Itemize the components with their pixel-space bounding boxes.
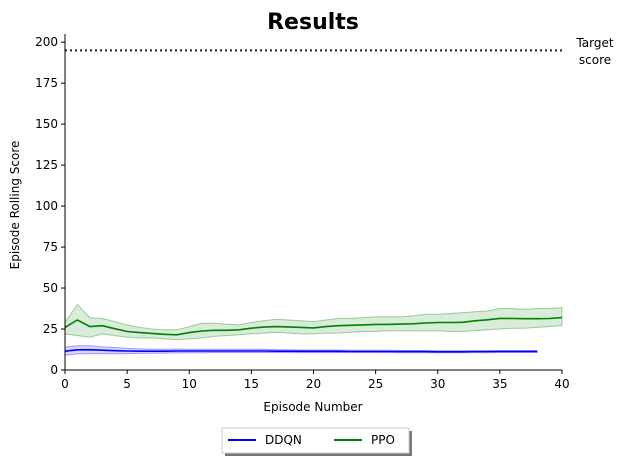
plot-area: 0 5 10 15 20 25 30 35 40 0 25 50 75 100 125 150 175 200 <box>35 34 570 391</box>
x-tick-label: 10 <box>182 377 197 391</box>
x-tick-label: 40 <box>554 377 569 391</box>
target-score-annotation-line1: Target <box>575 36 613 50</box>
x-tick-label: 30 <box>430 377 445 391</box>
x-tick-label: 35 <box>492 377 507 391</box>
x-tick-label: 25 <box>368 377 383 391</box>
legend-label-ppo: PPO <box>371 433 395 447</box>
ppo-confidence-band <box>64 303 563 341</box>
y-tick-label: 50 <box>43 281 58 295</box>
target-score-annotation-line2: score <box>579 53 611 67</box>
x-tick-label: 15 <box>244 377 259 391</box>
y-tick-label: 75 <box>43 240 58 254</box>
legend: DDQN PPO <box>221 427 412 456</box>
x-tick-label: 0 <box>61 377 69 391</box>
y-tick-label: 100 <box>35 199 58 213</box>
x-axis-label: Episode Number <box>263 400 362 414</box>
y-axis-label: Episode Rolling Score <box>8 141 22 270</box>
legend-label-ddqn: DDQN <box>265 433 302 447</box>
ddqn-series-line <box>64 348 538 353</box>
ppo-series-line <box>64 316 563 336</box>
y-tick-label: 200 <box>35 35 58 49</box>
y-tick-label: 25 <box>43 322 58 336</box>
y-tick-label: 0 <box>50 363 58 377</box>
ddqn-confidence-band <box>64 345 538 356</box>
x-tick-label: 20 <box>306 377 321 391</box>
y-tick-label: 175 <box>35 76 58 90</box>
y-tick-label: 150 <box>35 117 58 131</box>
y-tick-label: 125 <box>35 158 58 172</box>
chart-title: Results <box>267 10 359 35</box>
x-tick-label: 5 <box>123 377 131 391</box>
